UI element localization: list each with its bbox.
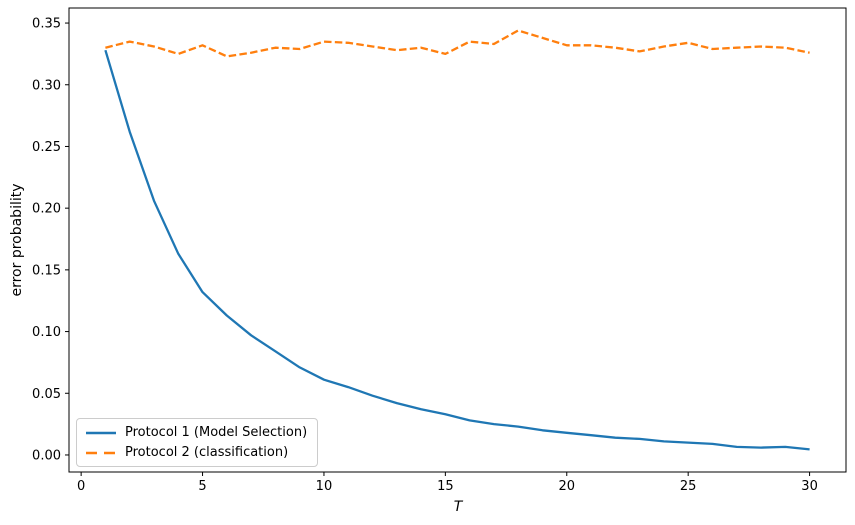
legend: Protocol 1 (Model Selection) Protocol 2 … <box>76 418 319 467</box>
x-tick-label: 5 <box>198 479 206 494</box>
x-tick-label: 25 <box>680 479 697 494</box>
legend-label-protocol-2: Protocol 2 (classification) <box>125 445 289 460</box>
series-line-1 <box>104 49 810 451</box>
y-tick-label: 0.35 <box>32 17 61 32</box>
dashed-line-sample-icon <box>86 451 116 454</box>
y-tick-label: 0.30 <box>32 78 61 93</box>
y-axis-label: error probability <box>9 183 25 297</box>
x-tick-label: 10 <box>316 479 333 494</box>
y-tick-label: 0.25 <box>32 140 61 155</box>
y-tick-label: 0.20 <box>32 202 61 217</box>
x-axis-label: T <box>453 499 463 515</box>
y-tick-label: 0.00 <box>32 448 61 463</box>
y-tick-label: 0.05 <box>32 387 61 402</box>
x-tick-label: 15 <box>437 479 454 494</box>
x-tick-label: 30 <box>801 479 818 494</box>
x-tick-label: 0 <box>77 479 85 494</box>
legend-item-protocol-2: Protocol 2 (classification) <box>85 445 307 460</box>
y-tick-label: 0.15 <box>32 263 61 278</box>
legend-label-protocol-1: Protocol 1 (Model Selection) <box>125 425 308 440</box>
legend-item-protocol-1: Protocol 1 (Model Selection) <box>85 425 307 440</box>
x-tick-label: 20 <box>558 479 575 494</box>
solid-line-sample-icon <box>86 431 116 434</box>
series-line-2 <box>105 29 810 58</box>
axes-frame <box>68 7 847 473</box>
y-tick-label: 0.10 <box>32 325 61 340</box>
